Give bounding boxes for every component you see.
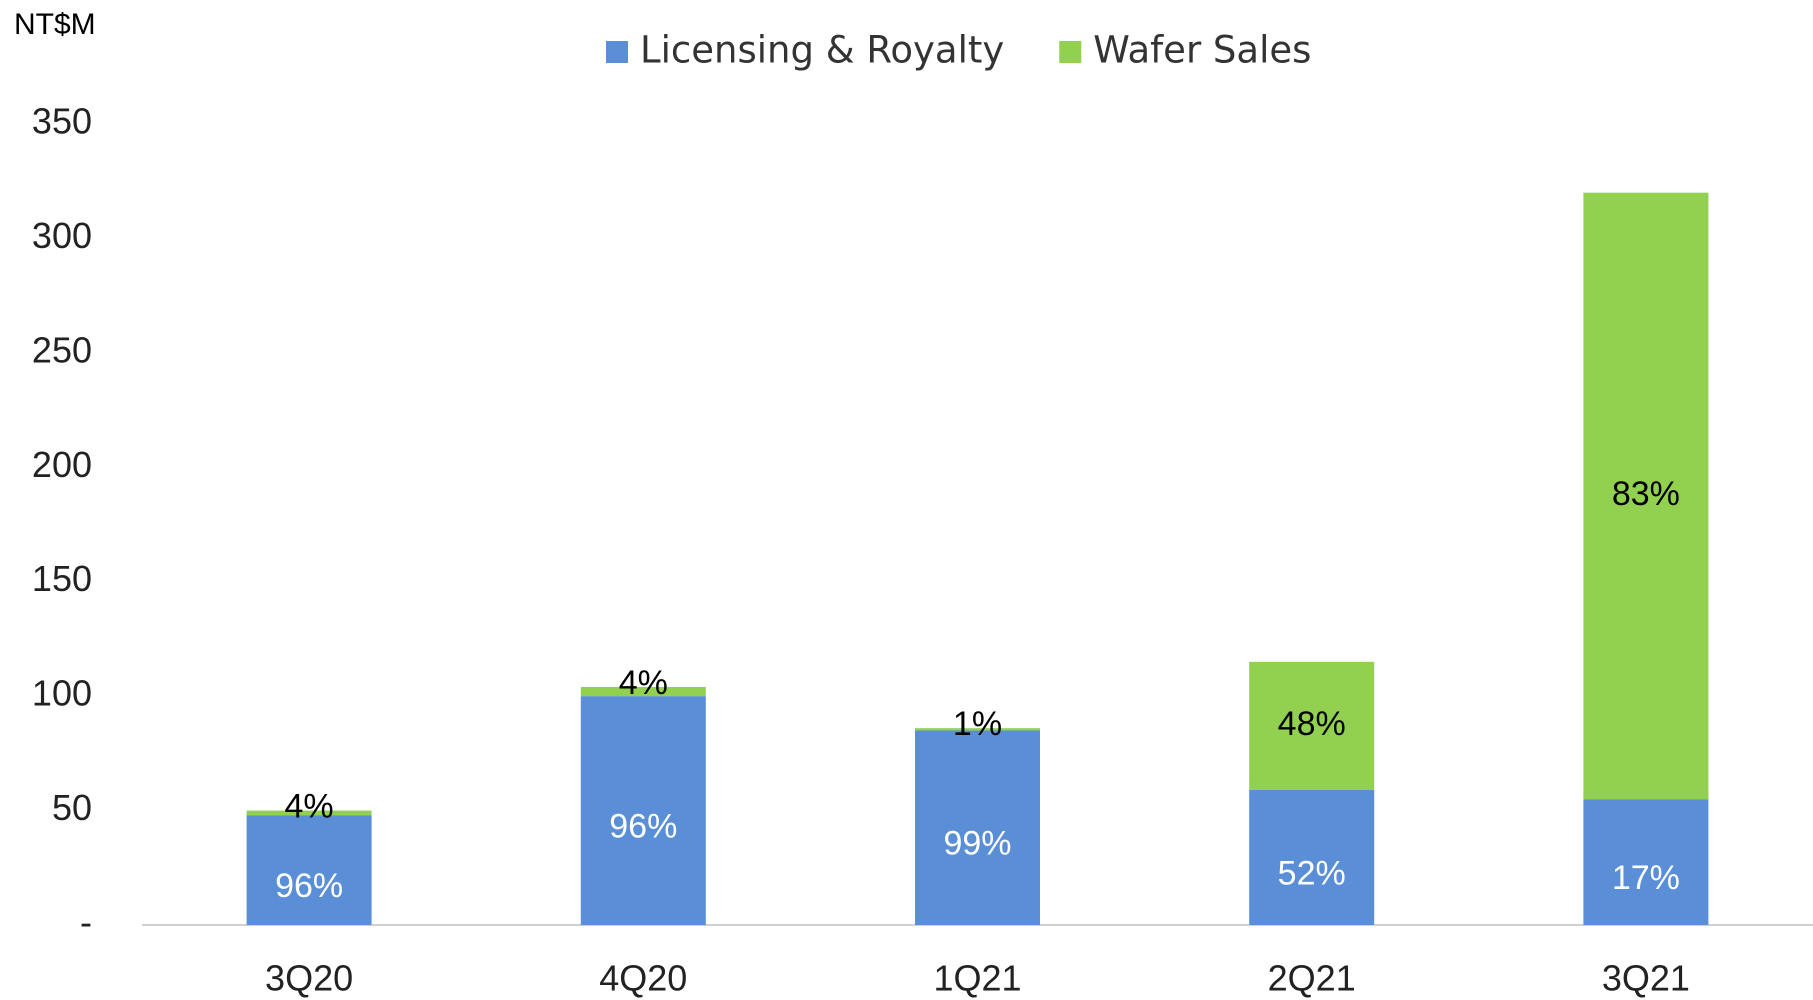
bar-segment	[1583, 799, 1709, 925]
data-label: 4%	[285, 788, 334, 826]
data-label: 4%	[619, 664, 668, 702]
y-tick-label: 100	[32, 673, 92, 714]
bar-segment	[1249, 789, 1375, 925]
x-tick-label: 1Q21	[933, 958, 1021, 999]
data-label: 99%	[943, 825, 1011, 863]
y-tick-label: 350	[32, 101, 92, 142]
data-label: 17%	[1612, 859, 1680, 897]
legend-swatch	[1059, 41, 1082, 63]
data-label: 83%	[1612, 475, 1680, 513]
bar-segment	[246, 815, 372, 925]
y-tick-label: 250	[32, 329, 92, 370]
data-label: 1%	[953, 705, 1002, 743]
y-tick-label: 50	[52, 787, 92, 828]
data-label: 96%	[275, 867, 343, 905]
y-tick-label: 150	[32, 558, 92, 599]
unit-label: NT$M	[14, 8, 96, 41]
x-tick-label: 2Q21	[1268, 958, 1356, 999]
data-label: 96%	[609, 808, 677, 846]
bar-segment	[580, 686, 706, 697]
data-label: 52%	[1278, 854, 1346, 892]
x-tick-label: 3Q21	[1602, 958, 1690, 999]
legend-swatch	[606, 41, 628, 63]
bar-segment	[246, 810, 372, 816]
y-tick-label: -	[80, 902, 92, 943]
legend-label: Licensing & Royalty	[640, 29, 1004, 72]
bar-segment	[580, 696, 706, 925]
data-label: 48%	[1278, 705, 1346, 743]
bar-segment	[915, 730, 1040, 925]
y-tick-label: 300	[32, 215, 92, 256]
bar-segment	[1583, 192, 1709, 800]
y-tick-label: 200	[32, 444, 92, 485]
legend-label: Wafer Sales	[1093, 29, 1311, 72]
bar-segment	[915, 728, 1040, 731]
x-tick-label: 3Q20	[265, 958, 353, 999]
x-tick-label: 4Q20	[599, 958, 687, 999]
bar-segment	[1249, 661, 1375, 790]
